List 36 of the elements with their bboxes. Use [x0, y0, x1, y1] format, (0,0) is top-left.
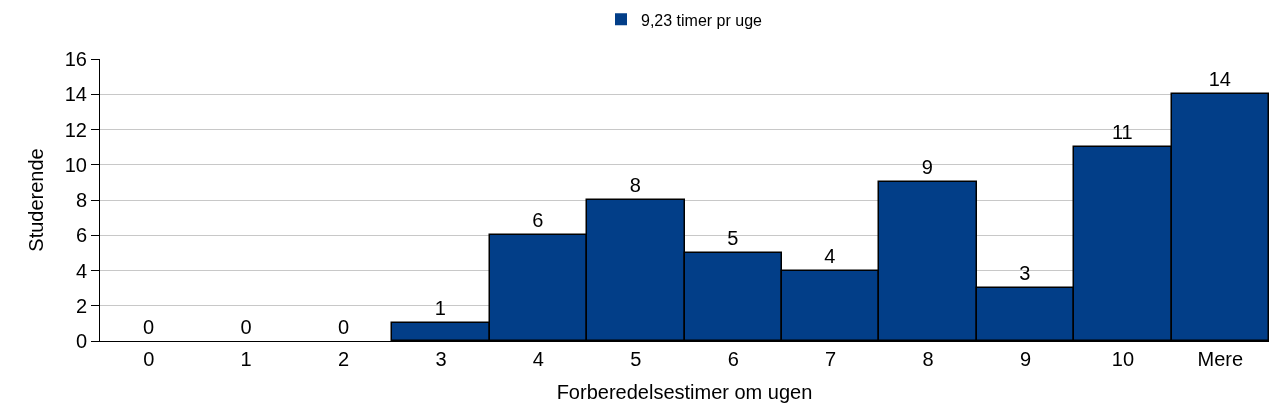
x-tick-label: 5: [630, 348, 642, 370]
x-tick-label: 4: [532, 348, 544, 370]
y-tick-label: 0: [75, 330, 87, 352]
x-tick-label: 3: [435, 348, 447, 370]
data-label: 5: [727, 227, 739, 250]
data-label: 0: [337, 316, 350, 338]
y-tick-label: 16: [64, 48, 87, 70]
data-label: 0: [240, 316, 252, 338]
y-tick-label: 2: [75, 294, 87, 317]
y-tick-label: 12: [64, 118, 87, 141]
x-tick-label: 6: [727, 348, 739, 370]
x-tick-label: 0: [143, 348, 155, 370]
x-tick-label: 9: [1019, 348, 1032, 370]
data-label: 14: [1208, 68, 1231, 91]
x-tick-label: 7: [825, 348, 837, 370]
y-tick-label: 6: [75, 224, 87, 247]
legend-label: 9,23 timer pr uge: [641, 11, 763, 29]
x-tick-label: 2: [337, 348, 350, 370]
x-tick-label: 8: [922, 348, 934, 370]
y-tick-label: 14: [64, 83, 87, 106]
x-tick-label: Mere: [1197, 348, 1244, 370]
x-axis-title: Forberedelsestimer om ugen: [556, 380, 813, 403]
data-label: 0: [142, 316, 155, 338]
data-label: 4: [824, 245, 836, 268]
data-label: 1: [434, 297, 446, 320]
data-label: 3: [1019, 262, 1031, 285]
x-tick-label: 1: [240, 348, 252, 370]
y-axis-title: Studerende: [25, 148, 48, 252]
y-tick-label: 4: [75, 259, 87, 282]
y-tick-label: 10: [64, 153, 87, 176]
data-label: 9: [921, 156, 933, 179]
y-tick-label: 8: [75, 189, 87, 211]
data-label: 8: [629, 174, 641, 197]
data-label: 11: [1111, 121, 1133, 144]
data-label: 6: [532, 209, 544, 232]
x-tick-label: 10: [1111, 348, 1135, 370]
